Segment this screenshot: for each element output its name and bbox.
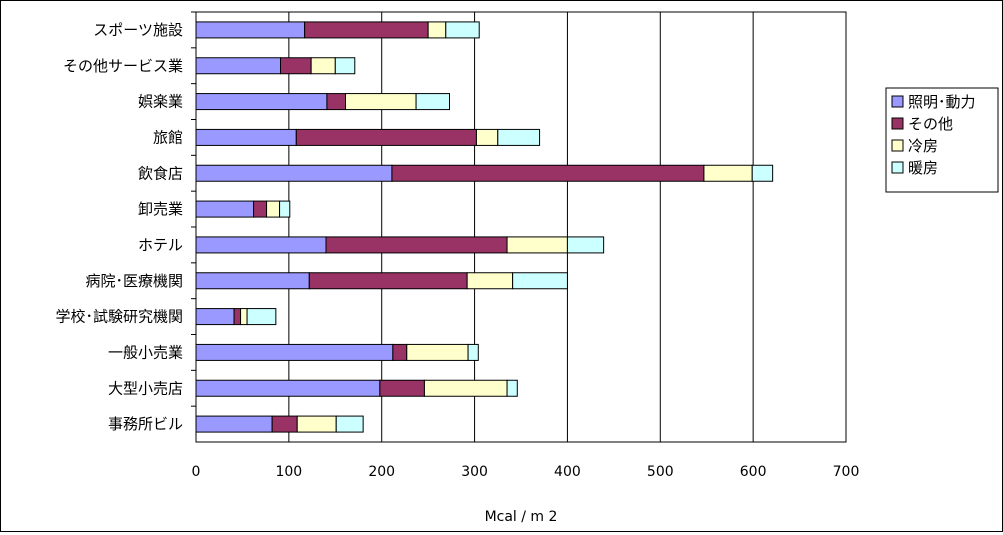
bar-segment[interactable] <box>334 57 356 75</box>
y-category-label: 病院･医療機関 <box>85 272 183 290</box>
legend-label: その他 <box>908 115 953 133</box>
y-category-label: 卸売業 <box>138 200 183 218</box>
bar-segment[interactable] <box>445 21 480 39</box>
bar-segment[interactable] <box>326 93 346 111</box>
y-category-label: 飲食店 <box>138 164 183 182</box>
bar-segment[interactable] <box>427 21 447 39</box>
x-tick-label: 300 <box>461 464 488 480</box>
bar-segment[interactable] <box>506 236 568 254</box>
bar-segment[interactable] <box>506 379 518 397</box>
bar-segment[interactable] <box>379 379 425 397</box>
x-tick-label: 200 <box>368 464 395 480</box>
x-axis-label: Mcal / m 2 <box>485 509 558 525</box>
x-tick-label: 700 <box>833 464 860 480</box>
y-category-label: その他サービス業 <box>63 57 183 75</box>
bar-segment[interactable] <box>406 343 469 361</box>
legend-swatch <box>891 95 904 108</box>
bar-segment[interactable] <box>751 164 774 182</box>
x-tick-label: 600 <box>740 464 767 480</box>
bar-segment[interactable] <box>240 308 248 326</box>
bar-segment[interactable] <box>310 57 336 75</box>
bar-segment[interactable] <box>475 128 499 146</box>
bar-segment[interactable] <box>279 200 291 218</box>
bar-segment[interactable] <box>195 415 273 433</box>
x-tick-label: 400 <box>554 464 581 480</box>
bar-segment[interactable] <box>392 343 408 361</box>
bar-segment[interactable] <box>195 272 310 290</box>
bar-segment[interactable] <box>703 164 753 182</box>
bar-segment[interactable] <box>497 128 541 146</box>
bar-segment[interactable] <box>296 415 337 433</box>
legend-label: 冷房 <box>908 137 938 155</box>
grid-layer <box>195 11 847 443</box>
y-category-label: 学校･試験研究機関 <box>55 308 183 326</box>
bar-segment[interactable] <box>304 21 429 39</box>
bar-segment[interactable] <box>266 200 281 218</box>
bar-segment[interactable] <box>415 93 451 111</box>
legend-swatch <box>891 161 904 174</box>
bar-segment[interactable] <box>195 308 235 326</box>
bar-segment[interactable] <box>195 93 328 111</box>
bar-segment[interactable] <box>271 415 298 433</box>
y-category-label: ホテル <box>138 236 183 254</box>
bar-segment[interactable] <box>246 308 277 326</box>
bar-segment[interactable] <box>295 128 477 146</box>
bar-segment[interactable] <box>195 379 381 397</box>
legend-swatch <box>891 139 904 152</box>
bar-segment[interactable] <box>195 236 327 254</box>
x-tick-label: 500 <box>647 464 674 480</box>
y-category-label: 一般小売業 <box>108 343 183 361</box>
bar-segment[interactable] <box>233 308 242 326</box>
bar-segment[interactable] <box>423 379 508 397</box>
y-category-label: 事務所ビル <box>108 415 183 433</box>
bar-segment[interactable] <box>512 272 568 290</box>
axis-layer: 0 100 200 300 400 500 600 700 Mcal / m 2 スポーツ施設その… <box>55 11 860 525</box>
legend-swatch <box>891 117 904 130</box>
bar-segment[interactable] <box>345 93 417 111</box>
bar-segment[interactable] <box>195 57 281 75</box>
bar-segment[interactable] <box>195 164 393 182</box>
bar-segment[interactable] <box>391 164 705 182</box>
y-category-label: スポーツ施設 <box>93 21 183 39</box>
legend-label: 照明･動力 <box>908 93 976 111</box>
bar-segment[interactable] <box>467 343 479 361</box>
bar-segment[interactable] <box>195 21 306 39</box>
legend-box <box>885 87 999 193</box>
bar-layer <box>195 21 774 433</box>
plot-area <box>195 11 847 443</box>
y-category-label: 娯楽業 <box>138 93 183 111</box>
y-category-label: 旅館 <box>153 128 183 146</box>
bar-segment[interactable] <box>308 272 468 290</box>
bar-segment[interactable] <box>466 272 514 290</box>
bar-segment[interactable] <box>566 236 605 254</box>
legend-label: 暖房 <box>908 159 938 177</box>
bar-segment[interactable] <box>280 57 312 75</box>
bar-segment[interactable] <box>325 236 508 254</box>
x-tick-label: 100 <box>275 464 302 480</box>
bar-segment[interactable] <box>195 343 394 361</box>
bar-segment[interactable] <box>335 415 364 433</box>
x-tick-label: 0 <box>192 464 201 480</box>
y-category-label: 大型小売店 <box>108 379 183 397</box>
bar-segment[interactable] <box>253 200 268 218</box>
bar-segment[interactable] <box>195 200 255 218</box>
bar-segment[interactable] <box>195 128 297 146</box>
